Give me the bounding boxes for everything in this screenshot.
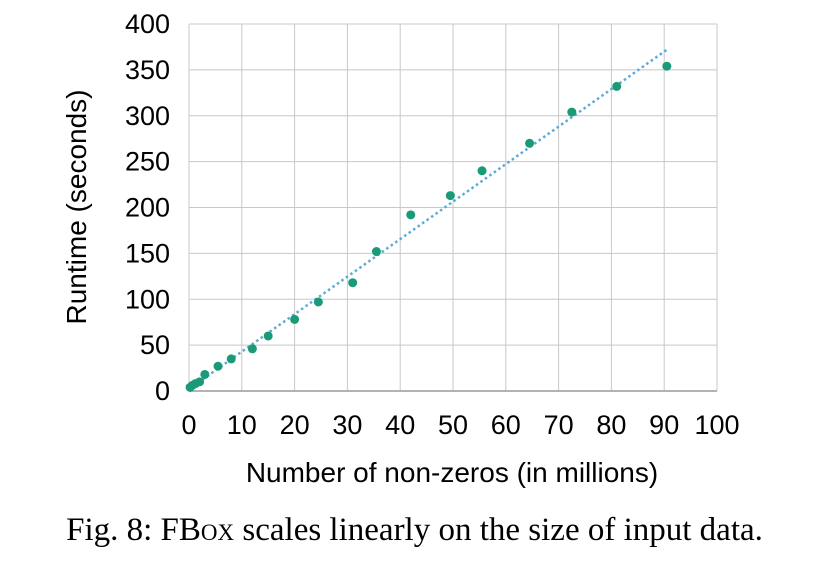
grid-lines (188, 23, 718, 392)
data-point (525, 138, 535, 148)
scatter-chart: 0 10 20 30 40 50 60 70 80 90 100 0 50 100 150 200 250 30… (61, 9, 740, 488)
y-tick-labels: 0 50 100 150 200 250 300 350 400 (125, 9, 170, 406)
data-point (195, 377, 205, 387)
y-tick-label: 250 (125, 147, 170, 177)
data-point (477, 166, 487, 176)
x-tick-label: 80 (596, 410, 626, 440)
data-point (226, 354, 236, 364)
x-tick-label: 0 (181, 410, 196, 440)
y-tick-label: 400 (125, 9, 170, 39)
x-tick-label: 100 (694, 410, 739, 440)
x-tick-label: 20 (280, 410, 310, 440)
data-points (185, 61, 672, 392)
x-tick-label: 40 (385, 410, 415, 440)
data-point (213, 361, 223, 371)
x-tick-label: 30 (332, 410, 362, 440)
caption-prefix: Fig. 8: (66, 512, 161, 548)
figure-caption: Fig. 8: FBox scales linearly on the size… (0, 512, 829, 549)
caption-name: FBox (160, 512, 235, 548)
data-point (445, 191, 455, 201)
y-tick-label: 200 (125, 193, 170, 223)
data-point (662, 61, 672, 71)
caption-rest: scales linearly on the size of input dat… (234, 512, 763, 548)
x-axis-label: Number of non-zeros (in millions) (246, 457, 658, 488)
data-point (200, 369, 210, 379)
x-tick-label: 60 (491, 410, 521, 440)
trendline (188, 48, 668, 391)
data-point (612, 81, 622, 91)
x-tick-label: 90 (649, 410, 679, 440)
x-tick-label: 10 (227, 410, 257, 440)
data-point (406, 210, 416, 220)
y-axis-label: Runtime (seconds) (61, 90, 92, 325)
x-tick-labels: 0 10 20 30 40 50 60 70 80 90 100 (181, 410, 739, 440)
y-tick-label: 100 (125, 284, 170, 314)
x-tick-label: 70 (544, 410, 574, 440)
data-point (371, 247, 381, 257)
data-point (263, 331, 273, 341)
y-tick-label: 350 (125, 55, 170, 85)
data-point (313, 297, 323, 307)
data-point (348, 278, 358, 288)
y-tick-label: 150 (125, 238, 170, 268)
x-tick-label: 50 (438, 410, 468, 440)
y-tick-label: 0 (155, 376, 170, 406)
data-point (247, 344, 257, 354)
data-point (290, 314, 300, 324)
trendline-group (188, 48, 668, 391)
data-point (567, 107, 577, 117)
y-tick-label: 50 (140, 330, 170, 360)
y-tick-label: 300 (125, 101, 170, 131)
